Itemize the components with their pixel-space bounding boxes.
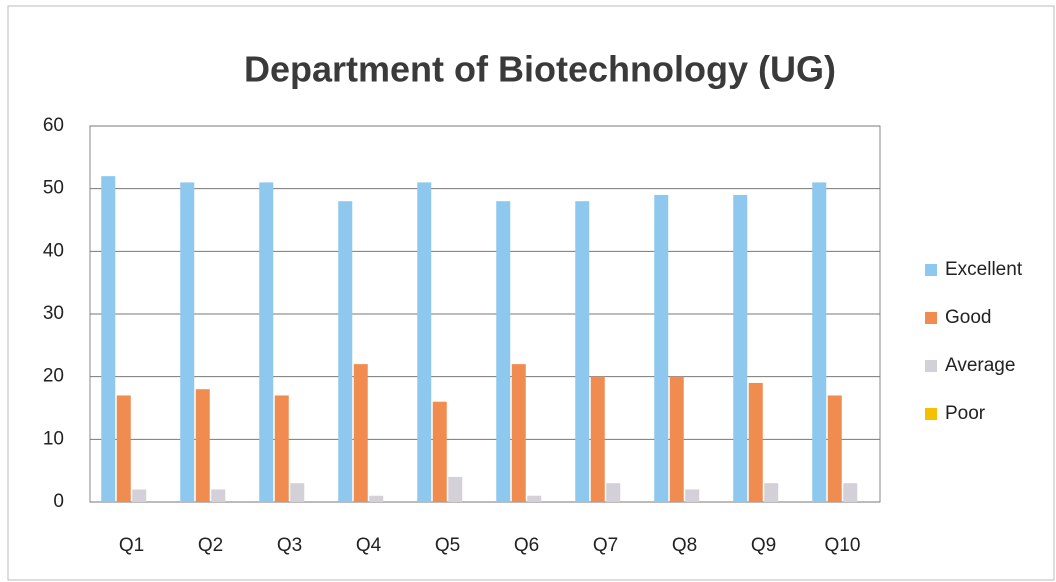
legend-label: Poor [945, 403, 986, 424]
x-tick-label: Q6 [514, 535, 539, 556]
bar [669, 376, 684, 502]
x-tick-label: Q7 [593, 535, 618, 556]
y-tick-label: 10 [43, 428, 64, 449]
bar [290, 483, 305, 502]
y-tick-label: 20 [43, 366, 64, 387]
legend-label: Average [945, 355, 1015, 376]
x-tick-label: Q1 [119, 535, 144, 556]
bar [259, 182, 274, 502]
bar [432, 401, 447, 502]
y-tick-label: 40 [43, 240, 64, 261]
bar [448, 476, 463, 502]
y-tick-label: 50 [43, 178, 64, 199]
bar [748, 382, 763, 502]
x-tick-label: Q2 [198, 535, 223, 556]
bar [575, 201, 590, 502]
legend-swatch [925, 312, 937, 324]
bar [827, 395, 842, 502]
bar [733, 194, 748, 502]
bar [843, 483, 858, 502]
bar [180, 182, 195, 502]
y-tick-label: 30 [43, 303, 64, 324]
bar [132, 489, 147, 502]
bar [211, 489, 226, 502]
bar [812, 182, 827, 502]
chart-title: Department of Biotechnology (UG) [244, 49, 836, 90]
legend-swatch [925, 408, 937, 420]
bar [417, 182, 432, 502]
bar [274, 395, 289, 502]
bar [101, 176, 116, 502]
y-tick-label: 0 [53, 491, 64, 512]
bar [116, 395, 131, 502]
y-tick-label: 60 [43, 115, 64, 136]
bar [496, 201, 511, 502]
bar [195, 389, 210, 502]
x-tick-label: Q10 [825, 535, 861, 556]
x-tick-label: Q8 [672, 535, 697, 556]
bar [606, 483, 621, 502]
legend-label: Excellent [945, 259, 1023, 280]
bar [527, 495, 542, 502]
bar [369, 495, 384, 502]
x-tick-label: Q9 [751, 535, 776, 556]
x-tick-label: Q3 [277, 535, 302, 556]
bar [590, 376, 605, 502]
bar [685, 489, 700, 502]
x-tick-label: Q5 [435, 535, 460, 556]
bar [654, 194, 669, 502]
bar [511, 364, 526, 502]
bar [338, 201, 353, 502]
legend-swatch [925, 360, 937, 372]
legend-swatch [925, 264, 937, 276]
frame [7, 5, 1055, 581]
x-tick-label: Q4 [356, 535, 382, 556]
bar [764, 483, 779, 502]
legend-label: Good [945, 307, 991, 328]
bar [353, 364, 368, 502]
